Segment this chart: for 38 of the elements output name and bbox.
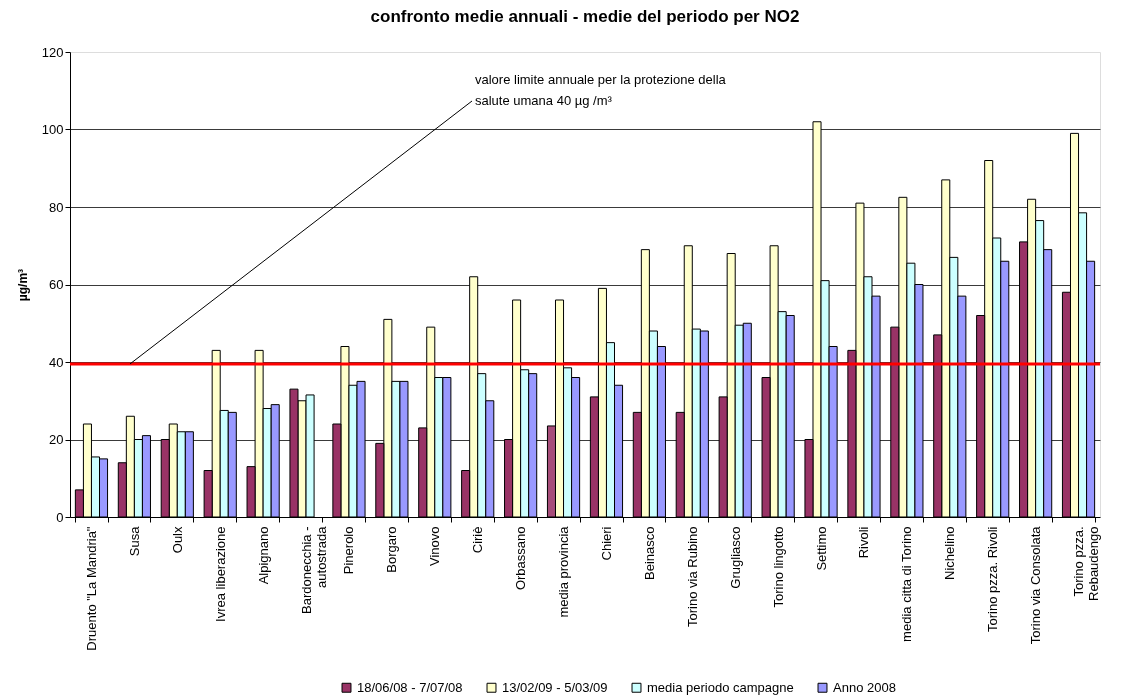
x-tick-label: Chieri xyxy=(598,526,614,561)
x-tick-label: Ciriè xyxy=(470,526,486,554)
x-tick-label: Torino via Rubino xyxy=(684,526,700,627)
x-tick-label: Ivrea liberazione xyxy=(212,526,228,622)
x-tick-label: Grugliasco xyxy=(727,526,743,589)
x-tick-label: Borgaro xyxy=(384,526,400,573)
legend-label: 18/06/08 - 7/07/08 xyxy=(357,679,463,695)
chart-title: confronto medie annuali - medie del periodo per NO2 xyxy=(370,7,800,26)
x-tick-label: Oulx xyxy=(169,526,185,554)
x-tick-label: Settimo xyxy=(813,526,829,571)
y-tick-label: 100 xyxy=(41,122,64,137)
x-tick-label: media provincia xyxy=(556,525,572,618)
x-tick-label: Torino pzza. Rebaudengo xyxy=(1071,526,1102,601)
x-tick-label: Druento "La Mandria" xyxy=(83,526,99,651)
y-tick-label: 60 xyxy=(49,277,64,292)
y-tick-label: 0 xyxy=(56,509,64,525)
x-tick-label: Nichelino xyxy=(942,526,958,580)
y-tick-label: 40 xyxy=(49,354,64,370)
x-tick-label: Beinasco xyxy=(641,526,657,580)
x-tick-label: Torino lingotto xyxy=(770,526,786,608)
x-tick-label: Susa xyxy=(126,525,142,557)
legend-label: Anno 2008 xyxy=(833,679,896,695)
x-tick-label: media citta di Torino xyxy=(899,526,915,642)
y-tick-label: 20 xyxy=(49,432,64,447)
x-tick-label: Pinerolo xyxy=(341,526,357,575)
x-tick-label: Torino via Consolata xyxy=(1028,525,1044,645)
legend-label: media periodo campagne xyxy=(647,679,794,695)
annotation: valore limite annuale per la protezione della salute umana 40 µg /m³ xyxy=(475,72,727,108)
x-tick-label: Rivoli xyxy=(856,526,872,559)
x-tick-label: Orbassano xyxy=(513,526,529,591)
y-tick-label: 120 xyxy=(41,44,64,60)
legend-label: 13/02/09 - 5/03/09 xyxy=(502,679,608,695)
y-tick-label: 80 xyxy=(49,199,64,215)
x-tick-label: Vinovo xyxy=(427,526,443,567)
x-tick-label: Alpignano xyxy=(255,526,271,585)
x-tick-label: Torino pzza. Rivoli xyxy=(985,526,1001,632)
y-axis-title: µg/m³ xyxy=(15,268,30,302)
x-tick-label: Bardonecchia - autostrada xyxy=(298,525,329,614)
